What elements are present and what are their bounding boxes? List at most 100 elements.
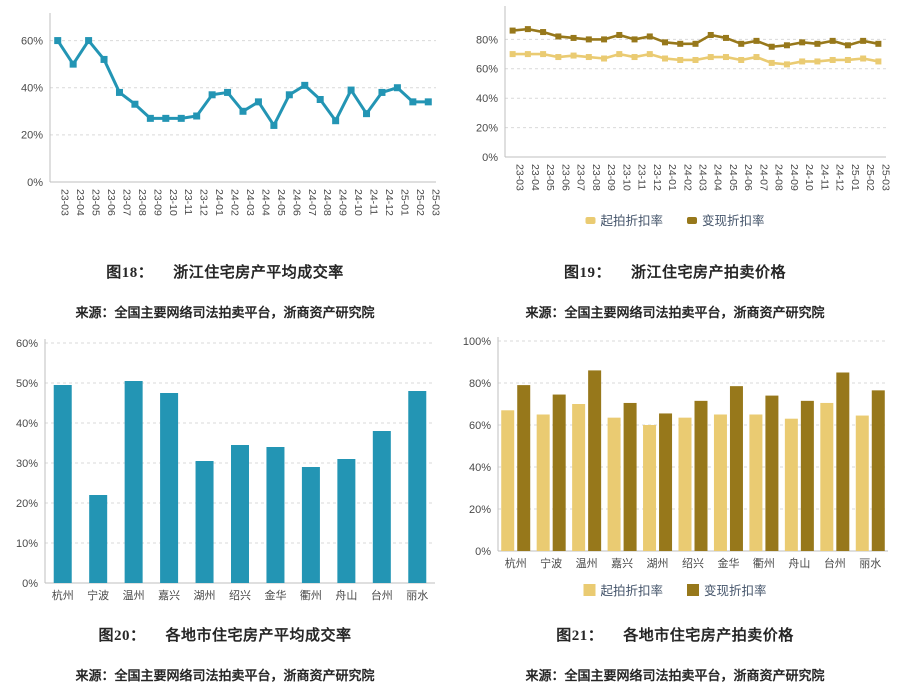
x-axis-labels: 杭州 宁波 温州 嘉兴 湖州 绍兴 金华 衢州 舟山 台州 丽水 <box>505 556 882 570</box>
svg-text:丽水: 丽水 <box>406 589 428 602</box>
svg-text:24-02: 24-02 <box>681 164 693 191</box>
svg-text:23-04: 23-04 <box>529 164 541 191</box>
svg-text:0%: 0% <box>27 177 43 189</box>
bar <box>836 372 850 551</box>
svg-text:60%: 60% <box>469 420 491 432</box>
y-gridlines <box>50 40 436 136</box>
svg-text:23-11: 23-11 <box>636 164 648 190</box>
svg-text:24-06: 24-06 <box>290 189 302 216</box>
data-point-marker <box>208 91 216 99</box>
data-point-marker <box>146 114 154 122</box>
data-point-marker <box>860 37 867 44</box>
bar <box>643 425 657 551</box>
figure-label: 图20： <box>98 628 146 644</box>
svg-text:台州: 台州 <box>371 588 393 602</box>
data-point-marker <box>722 54 729 61</box>
svg-text:23-07: 23-07 <box>575 164 587 191</box>
svg-text:20%: 20% <box>16 498 38 510</box>
figure-18-source: 来源：全国主要网络司法拍卖平台，浙商资产研究院 <box>75 305 375 320</box>
svg-text:舟山: 舟山 <box>788 556 810 570</box>
bar <box>572 404 586 551</box>
data-point-marker <box>875 40 882 47</box>
data-point-marker <box>860 55 867 62</box>
figure-21-caption: 图21： 各地市住宅房产拍卖价格 <box>450 624 900 645</box>
data-point-marker <box>378 88 386 96</box>
svg-text:杭州: 杭州 <box>52 588 74 602</box>
svg-text:舟山: 舟山 <box>335 588 357 602</box>
svg-text:宁波: 宁波 <box>540 556 562 570</box>
bar <box>408 391 427 583</box>
data-point-marker <box>738 56 745 63</box>
data-point-marker <box>799 39 806 46</box>
svg-text:24-05: 24-05 <box>727 164 739 191</box>
svg-text:24-01: 24-01 <box>213 189 225 216</box>
figure-title: 浙江住宅房产平均成交率 <box>173 265 344 281</box>
data-point-marker <box>616 51 623 58</box>
bar <box>749 414 763 551</box>
bar <box>552 394 566 551</box>
data-point-marker <box>100 55 108 63</box>
svg-text:23-06: 23-06 <box>105 189 117 216</box>
svg-text:24-05: 24-05 <box>275 189 287 216</box>
data-point-marker <box>131 100 139 108</box>
svg-text:23-05: 23-05 <box>544 164 556 191</box>
series-bars-1 <box>517 370 885 551</box>
bar <box>266 447 285 583</box>
svg-text:24-10: 24-10 <box>352 189 364 216</box>
bar <box>607 417 621 551</box>
legend-label: 起拍折扣率 <box>601 213 664 228</box>
svg-text:23-10: 23-10 <box>167 189 179 216</box>
data-point-marker <box>814 40 821 47</box>
figure-label: 图18： <box>106 265 154 281</box>
y-axis-tick-labels: 0% 20% 40% 60% 80% <box>476 34 498 164</box>
svg-text:25-01: 25-01 <box>849 164 861 191</box>
bar <box>124 381 143 583</box>
data-point-marker <box>177 114 185 122</box>
data-point-marker <box>54 37 62 45</box>
data-point-marker <box>316 96 324 103</box>
data-point-marker <box>239 107 247 115</box>
data-point-marker <box>631 54 638 61</box>
svg-text:10%: 10% <box>16 538 38 550</box>
legend-swatch <box>687 217 697 224</box>
svg-text:24-02: 24-02 <box>229 189 241 216</box>
data-point-marker <box>301 81 309 89</box>
data-point-marker <box>585 36 592 43</box>
figure-title: 各地市住宅房产平均成交率 <box>165 628 352 644</box>
svg-text:25-03: 25-03 <box>429 189 441 216</box>
data-point-marker <box>115 88 123 96</box>
legend-item: 变现折扣率 <box>687 583 767 598</box>
data-point-marker <box>601 55 608 62</box>
data-point-marker <box>524 26 531 33</box>
svg-text:金华: 金华 <box>264 588 286 602</box>
svg-text:25-02: 25-02 <box>864 164 876 191</box>
data-point-marker <box>601 36 608 43</box>
data-point-marker <box>646 51 653 58</box>
figure-19-caption: 图19： 浙江住宅房产拍卖价格 <box>450 261 900 282</box>
data-point-marker <box>707 54 714 61</box>
figure-title: 各地市住宅房产拍卖价格 <box>623 628 794 644</box>
figure-18-caption: 图18： 浙江住宅房产平均成交率 <box>0 261 450 282</box>
bar <box>231 445 249 583</box>
svg-text:衢州: 衢州 <box>300 589 322 602</box>
data-point-marker <box>707 31 714 38</box>
figure-20-caption: 图20： 各地市住宅房产平均成交率 <box>0 624 450 645</box>
data-point-marker <box>814 58 821 65</box>
bar <box>89 495 108 583</box>
figure-21-source: 来源：全国主要网络司法拍卖平台，浙商资产研究院 <box>525 668 825 683</box>
svg-text:50%: 50% <box>16 378 38 390</box>
svg-text:24-03: 24-03 <box>697 164 709 191</box>
data-point-marker <box>570 52 577 59</box>
data-point-marker <box>409 98 417 106</box>
bar <box>694 400 708 551</box>
data-point-marker <box>768 43 775 50</box>
svg-text:23-06: 23-06 <box>559 164 571 191</box>
x-axis-labels: 23-03 23-04 23-05 23-06 23-07 23-08 23-09 23-10… <box>59 189 442 216</box>
svg-text:24-03: 24-03 <box>244 189 256 216</box>
svg-text:23-08: 23-08 <box>590 164 602 191</box>
bar <box>765 395 779 551</box>
data-point-marker <box>799 58 806 65</box>
svg-text:23-09: 23-09 <box>605 164 617 191</box>
x-axis-labels: 杭州 宁波 温州 嘉兴 湖州 绍兴 金华 衢州 舟山 台州 丽水 <box>52 588 429 602</box>
svg-text:20%: 20% <box>21 130 43 142</box>
